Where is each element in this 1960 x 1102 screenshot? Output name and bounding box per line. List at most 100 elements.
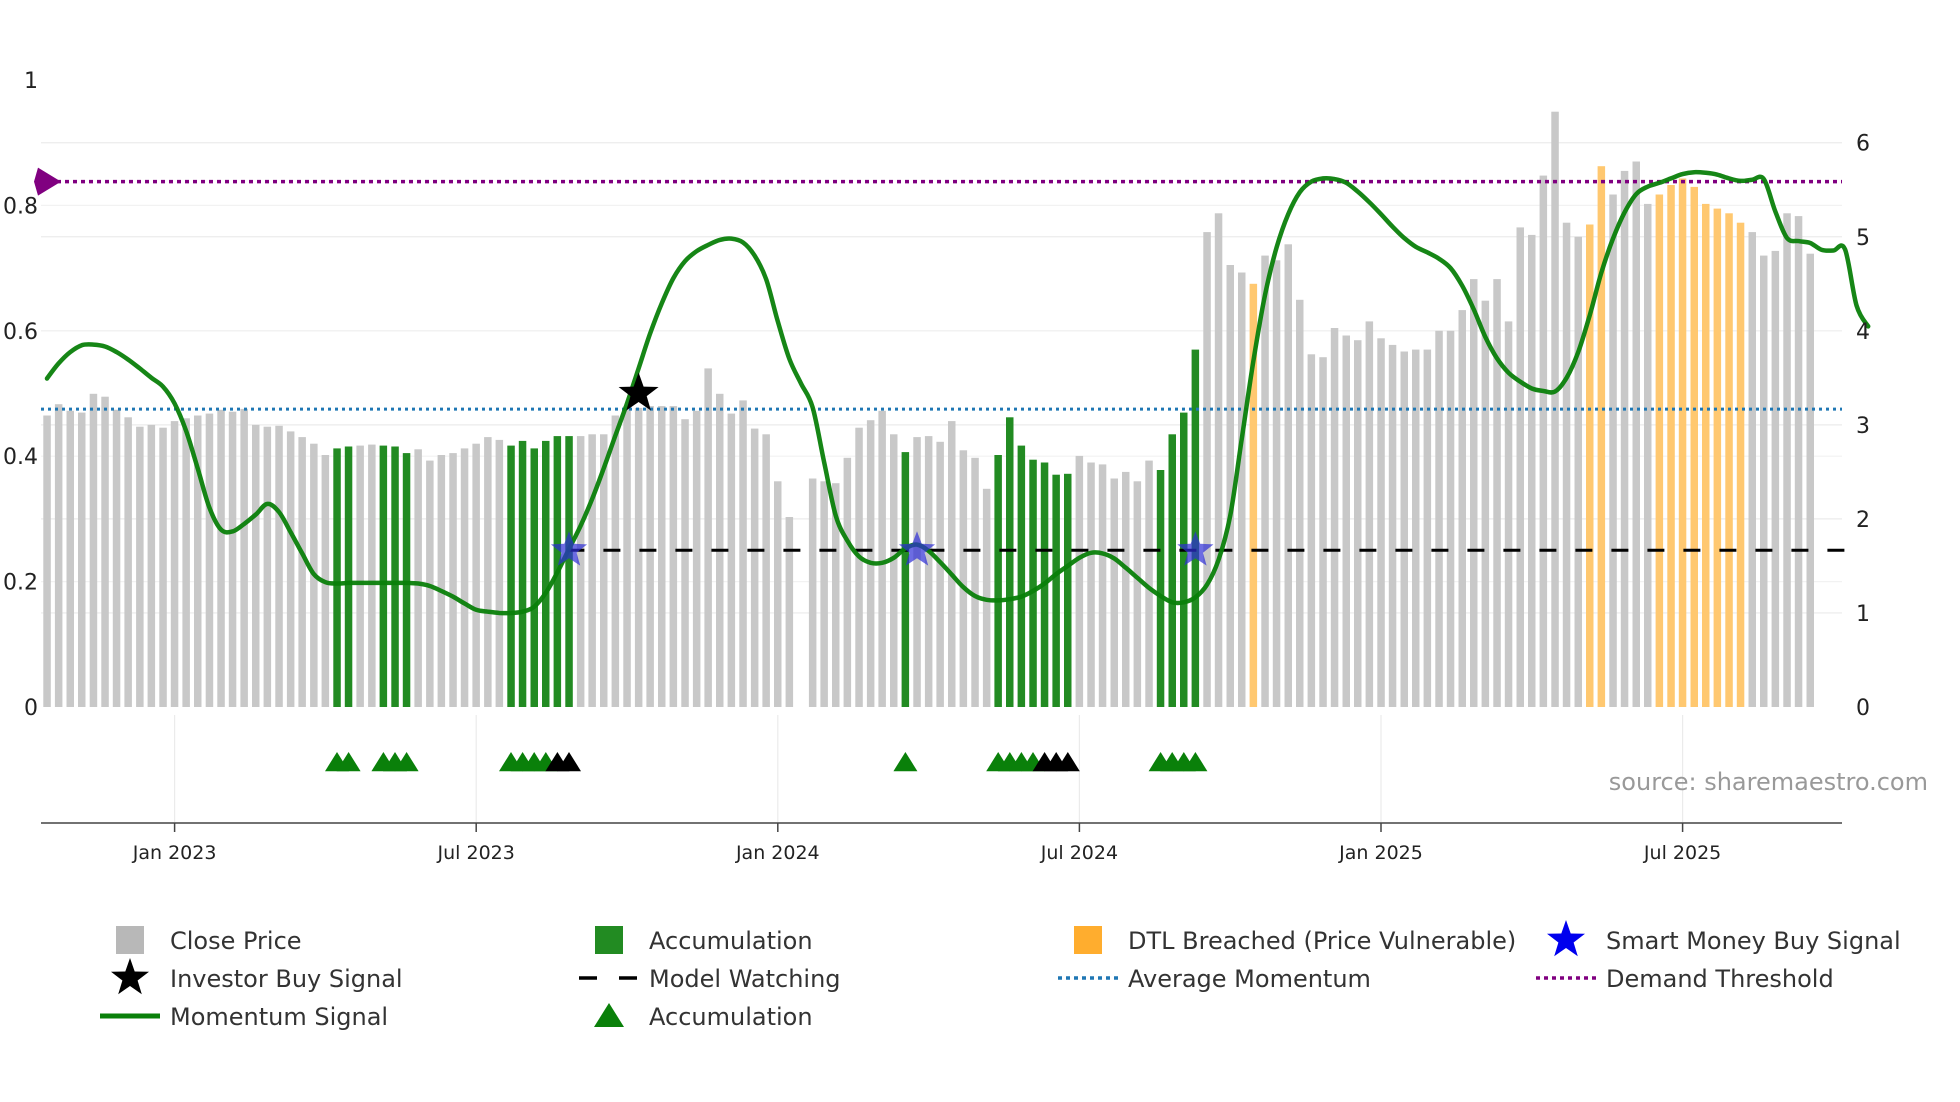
accumulation-bar bbox=[1156, 470, 1165, 707]
close-price-bar bbox=[890, 434, 898, 707]
close-price-bar bbox=[217, 409, 225, 707]
accumulation-bar bbox=[542, 440, 550, 707]
dtl-breached-bar bbox=[1678, 178, 1687, 707]
close-price-bar bbox=[576, 436, 585, 707]
dtl-breached-bar bbox=[1597, 166, 1606, 707]
close-price-bar bbox=[1806, 253, 1814, 707]
close-price-bar bbox=[669, 406, 678, 707]
legend-item: DTL Breached (Price Vulnerable) bbox=[1074, 926, 1516, 955]
legend-label: Model Watching bbox=[649, 965, 841, 993]
x-tick-label: Jul 2025 bbox=[1643, 842, 1721, 864]
dtl-breached-bar bbox=[1586, 224, 1594, 707]
accumulation-bar bbox=[333, 448, 341, 707]
close-price-bar bbox=[588, 434, 596, 707]
legend-label: DTL Breached (Price Vulnerable) bbox=[1128, 927, 1516, 955]
close-price-bar bbox=[1272, 260, 1281, 707]
close-price-bar bbox=[1354, 340, 1362, 707]
accumulation-bar bbox=[518, 440, 527, 707]
close-price-bar bbox=[170, 421, 179, 707]
close-price-bar bbox=[1423, 349, 1432, 707]
accumulation-marker-strip bbox=[325, 752, 1208, 772]
accumulation-bar bbox=[1191, 349, 1200, 707]
close-price-bar bbox=[1400, 351, 1408, 707]
close-price-bar bbox=[1133, 481, 1142, 707]
close-price-bar bbox=[1760, 255, 1768, 707]
legend-swatch bbox=[595, 926, 623, 954]
y-right-tick-label: 3 bbox=[1856, 414, 1870, 439]
close-price-bar bbox=[449, 453, 457, 707]
x-tick-label: Jan 2024 bbox=[735, 842, 820, 864]
legend-item: Average Momentum bbox=[1058, 965, 1371, 993]
legend-label: Close Price bbox=[170, 927, 302, 955]
close-price-bar bbox=[924, 436, 933, 707]
y-right-tick-label: 2 bbox=[1856, 508, 1870, 533]
accumulation-bar bbox=[1006, 417, 1014, 707]
close-price-bar bbox=[286, 431, 295, 707]
y-left-tick-label: 0 bbox=[24, 696, 38, 721]
legend-label: Smart Money Buy Signal bbox=[1606, 927, 1901, 955]
close-price-bar bbox=[194, 415, 202, 707]
y-left-tick-label: 0.4 bbox=[3, 445, 38, 470]
legend-triangle-icon bbox=[594, 1003, 624, 1027]
close-price-bar bbox=[1632, 161, 1640, 707]
price-bars bbox=[43, 111, 1814, 708]
accumulation-triangle bbox=[893, 752, 918, 772]
close-price-bar bbox=[855, 427, 863, 707]
x-tick-label: Jul 2023 bbox=[437, 842, 515, 864]
dtl-breached-bar bbox=[1702, 203, 1710, 707]
close-price-bar bbox=[182, 418, 190, 707]
close-price-bar bbox=[437, 455, 446, 707]
close-price-bar bbox=[1203, 232, 1211, 707]
close-price-bar bbox=[1748, 232, 1756, 707]
signal-markers bbox=[550, 372, 1214, 566]
close-price-bar bbox=[727, 413, 736, 707]
y-left-tick-label: 0.8 bbox=[3, 194, 38, 219]
dtl-breached-bar bbox=[1667, 185, 1675, 707]
axes: 0 0.2 0.4 0.6 0.8 1 0 1 2 3 4 5 6 Jan 2023 Jul 2023 Jan… bbox=[3, 69, 1870, 864]
close-price-bar bbox=[832, 483, 840, 707]
close-price-bar bbox=[54, 404, 63, 707]
legend-label: Accumulation bbox=[649, 1003, 813, 1031]
close-price-bar bbox=[1574, 236, 1582, 708]
y-right-tick-label: 1 bbox=[1856, 602, 1870, 627]
dtl-breached-bar bbox=[1713, 208, 1722, 707]
accumulation-triangle-confirmed bbox=[1055, 752, 1080, 772]
close-price-bar bbox=[1307, 354, 1316, 707]
close-price-bar bbox=[112, 409, 121, 707]
close-price-bar bbox=[275, 425, 283, 707]
close-price-bar bbox=[1330, 328, 1339, 707]
close-price-bar bbox=[611, 415, 620, 707]
close-price-bar bbox=[1365, 321, 1374, 707]
close-price-bar bbox=[750, 428, 759, 707]
accumulation-triangle bbox=[336, 752, 361, 772]
accumulation-bar bbox=[507, 445, 515, 707]
close-price-bar bbox=[913, 437, 921, 707]
legend-item: Smart Money Buy Signal bbox=[1547, 920, 1901, 957]
close-price-bar bbox=[1284, 244, 1292, 708]
close-price-bar bbox=[484, 437, 492, 707]
close-price-bar bbox=[843, 457, 852, 707]
close-price-bar bbox=[472, 443, 480, 707]
y-right-tick-label: 5 bbox=[1856, 226, 1870, 251]
close-price-bar bbox=[600, 434, 608, 707]
legend-label: Investor Buy Signal bbox=[170, 965, 403, 993]
legend: Close Price Accumulation DTL Breached (Pri… bbox=[100, 920, 1901, 1031]
close-price-bar bbox=[1261, 255, 1269, 707]
dtl-breached-bar bbox=[1655, 194, 1664, 707]
close-price-bar bbox=[1481, 300, 1490, 707]
close-price-bar bbox=[1470, 279, 1478, 707]
close-price-bar bbox=[252, 424, 260, 707]
legend-item: Demand Threshold bbox=[1536, 965, 1834, 993]
y-right-tick-label: 6 bbox=[1856, 132, 1870, 157]
close-price-bar bbox=[263, 426, 272, 707]
smart-money-buy-star bbox=[898, 531, 936, 566]
close-price-bar bbox=[1098, 464, 1107, 707]
close-price-bar bbox=[634, 407, 643, 707]
close-price-bar bbox=[1644, 203, 1652, 707]
dtl-breached-bar bbox=[1736, 222, 1745, 707]
source-label: source: sharemaestro.com bbox=[1609, 768, 1928, 796]
close-price-bar bbox=[147, 424, 156, 707]
close-price-bar bbox=[948, 421, 956, 707]
accumulation-bar bbox=[1168, 434, 1176, 707]
close-price-bar bbox=[704, 368, 712, 707]
